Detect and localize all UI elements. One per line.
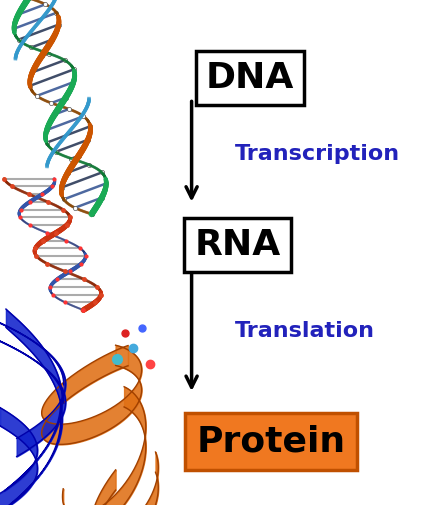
Text: RNA: RNA — [194, 228, 280, 262]
Text: Protein: Protein — [196, 425, 345, 459]
Text: DNA: DNA — [205, 61, 293, 95]
Text: Transcription: Transcription — [235, 144, 400, 164]
Text: Translation: Translation — [235, 321, 375, 341]
